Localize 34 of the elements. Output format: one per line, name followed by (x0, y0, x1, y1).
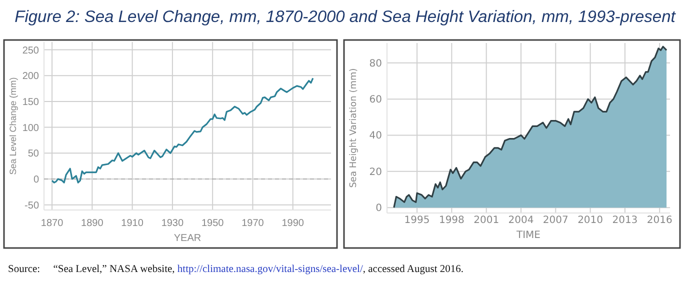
x-tick-label: 2007 (542, 215, 568, 226)
x-tick-label: 1950 (201, 218, 224, 229)
y-tick-label: 20 (369, 166, 382, 178)
x-tick-label: 1990 (282, 218, 304, 229)
y-tick-label: 80 (369, 58, 382, 70)
x-tick-label: 1995 (404, 215, 430, 226)
y-tick-label: 150 (22, 96, 40, 108)
line-series (51, 77, 314, 184)
x-tick-label: 1890 (81, 218, 104, 229)
x-axis-title: TIME (515, 230, 541, 241)
x-tick-label: 1930 (161, 218, 184, 229)
x-tick-label: 2001 (474, 215, 500, 226)
source-note: Source: “Sea Level,” NASA website, http://climate.nasa.gov/vital-signs/sea-level/, accessed August 2016. (8, 264, 464, 275)
y-tick-label: 40 (369, 130, 382, 142)
y-tick-label: 200 (22, 71, 40, 82)
x-tick-label: 1870 (40, 218, 64, 229)
x-tick-label: 2010 (578, 215, 604, 226)
x-axis-title: YEAR (174, 233, 202, 244)
y-axis-title: Sea Level Change (mm) (8, 77, 18, 175)
x-tick-label: 1910 (121, 218, 144, 229)
x-tick-label: 2016 (646, 215, 672, 226)
chart-title: Figure 2: Sea Level Change, mm, 1870-2000 and Sea Height Variation, mm, 1993-present (14, 8, 677, 26)
y-tick-label: 0 (376, 203, 382, 214)
y-tick-label: 250 (22, 45, 40, 56)
y-tick-label: 60 (369, 94, 382, 106)
x-tick-label: 1970 (242, 218, 264, 229)
y-tick-label: -50 (24, 200, 40, 212)
y-tick-label: 0 (33, 174, 40, 186)
y-tick-label: 50 (28, 148, 40, 160)
x-tick-label: 2004 (508, 215, 534, 226)
y-tick-label: 100 (22, 122, 40, 134)
x-tick-label: 1998 (438, 215, 464, 226)
y-axis-title: Sea Height Variation (mm) (349, 68, 359, 188)
x-tick-label: 2013 (612, 215, 638, 226)
